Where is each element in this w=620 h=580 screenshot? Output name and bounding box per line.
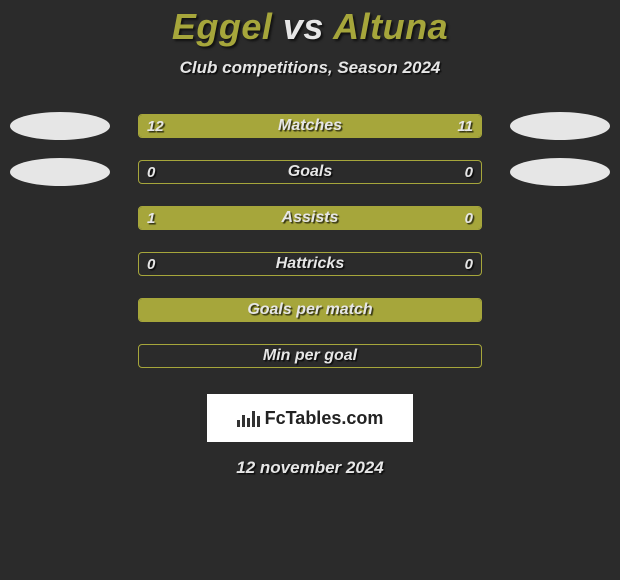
stats-rows: 1211Matches 00Goals 10Assists 00Hattricks Go…: [0, 114, 620, 368]
ellipse-right: [510, 112, 610, 140]
player2-name: Altuna: [333, 6, 448, 47]
stat-row: 00Hattricks: [0, 252, 620, 276]
bars-icon: [237, 409, 259, 427]
stat-name: Assists: [139, 207, 481, 229]
header: Eggel vs Altuna Club competitions, Seaso…: [0, 0, 620, 78]
stat-bar: 00Hattricks: [138, 252, 482, 276]
logo-text: FcTables.com: [265, 408, 384, 429]
stat-row: Goals per match: [0, 298, 620, 322]
ellipse-left: [10, 158, 110, 186]
stat-bar: 1211Matches: [138, 114, 482, 138]
stat-row: 00Goals: [0, 160, 620, 184]
stat-bar: Goals per match: [138, 298, 482, 322]
stat-name: Min per goal: [139, 345, 481, 367]
vs-text: vs: [283, 6, 324, 47]
title: Eggel vs Altuna: [0, 6, 620, 48]
footer-date: 12 november 2024: [0, 458, 620, 478]
stat-name: Hattricks: [139, 253, 481, 275]
footer: FcTables.com 12 november 2024: [0, 390, 620, 478]
player1-name: Eggel: [172, 6, 273, 47]
subtitle: Club competitions, Season 2024: [0, 58, 620, 78]
stat-row: 1211Matches: [0, 114, 620, 138]
stat-name: Goals: [139, 161, 481, 183]
stat-row: 10Assists: [0, 206, 620, 230]
stat-name: Goals per match: [139, 299, 481, 321]
stat-bar: 10Assists: [138, 206, 482, 230]
ellipse-left: [10, 112, 110, 140]
stat-row: Min per goal: [0, 344, 620, 368]
ellipse-right: [510, 158, 610, 186]
stat-name: Matches: [139, 115, 481, 137]
stat-bar: Min per goal: [138, 344, 482, 368]
logo-box: FcTables.com: [207, 394, 413, 442]
stat-bar: 00Goals: [138, 160, 482, 184]
